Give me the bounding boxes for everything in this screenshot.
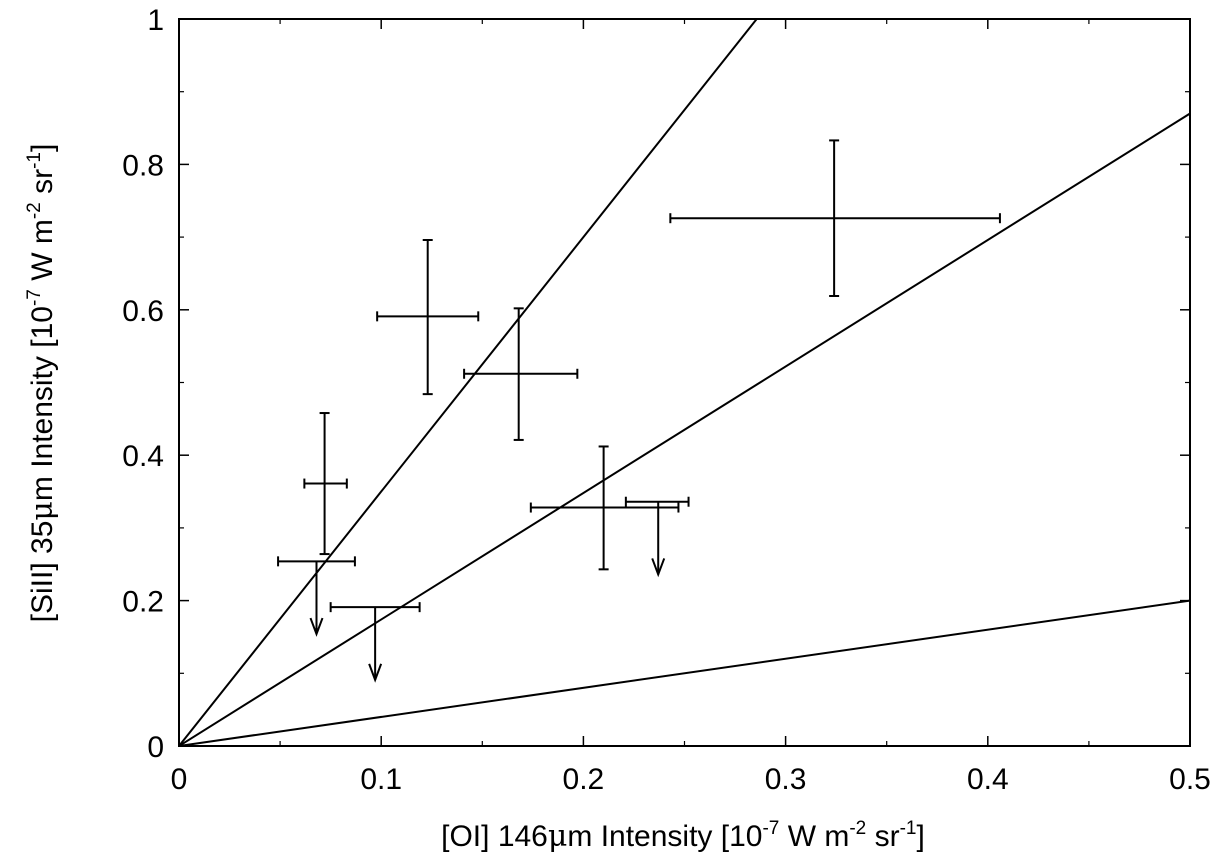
reference-lines	[179, 19, 1190, 746]
data-points	[277, 139, 1001, 683]
data-point	[303, 412, 348, 556]
y-tick-label: 0	[147, 731, 164, 764]
y-tick-label: 0.6	[122, 295, 164, 328]
x-tick-label: 0	[171, 763, 188, 796]
data-point	[463, 307, 579, 441]
x-tick-label: 0.4	[967, 763, 1009, 796]
axis-ticks	[178, 18, 1191, 747]
tick-labels: 0 0.1 0.2 0.3 0.4 0.5 0 0.2 0.4 0.6 0.8 1	[122, 4, 1211, 796]
x-tick-label: 0.5	[1169, 763, 1211, 796]
reference-line-3	[179, 599, 1190, 746]
upper-limit-point	[329, 602, 421, 683]
data-point	[529, 445, 680, 571]
plot-frame	[178, 18, 1191, 747]
x-tick-label: 0.3	[765, 763, 807, 796]
x-axis-label: [OI] 146μm Intensity [10-7 W m-2 sr-1]	[441, 818, 925, 854]
arrow-head-icon	[309, 617, 324, 637]
arrow-head-icon	[651, 558, 666, 578]
upper-limit-point	[277, 556, 356, 637]
x-tick-label: 0.1	[360, 763, 402, 796]
y-tick-label: 1	[147, 4, 164, 37]
y-tick-label: 0.4	[122, 440, 164, 473]
y-axis-label: [SiII] 35μm Intensity [10-7 W m-2 sr-1]	[24, 144, 60, 623]
reference-line-2	[179, 112, 1190, 746]
reference-line-1	[179, 19, 758, 746]
y-tick-label: 0.2	[122, 586, 164, 619]
upper-limit-point	[624, 496, 690, 578]
data-point	[376, 239, 480, 396]
x-tick-label: 0.2	[563, 763, 605, 796]
arrow-head-icon	[368, 663, 383, 683]
y-tick-label: 0.8	[122, 149, 164, 182]
data-point	[669, 139, 1001, 297]
